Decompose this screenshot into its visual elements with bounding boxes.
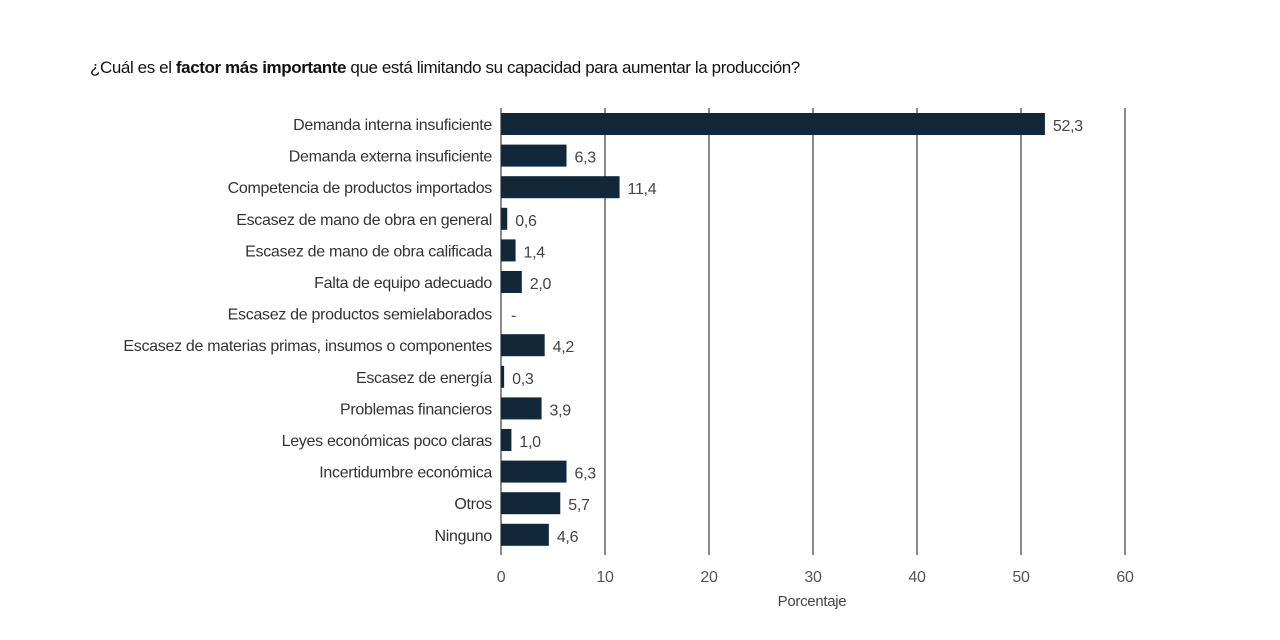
bar	[501, 207, 508, 230]
x-tick-label: 40	[908, 569, 926, 586]
bar	[501, 429, 512, 451]
x-tick-label: 0	[497, 569, 506, 586]
bar	[501, 492, 561, 515]
data-label: 4,6	[557, 529, 579, 546]
data-label: 0,6	[515, 213, 537, 230]
x-tick-label: 10	[596, 569, 614, 586]
data-label: 52,3	[1053, 118, 1083, 135]
category-label: Escasez de mano de obra calificada	[245, 243, 492, 260]
data-label: -	[511, 308, 516, 325]
bar	[501, 271, 522, 293]
bar	[501, 239, 516, 262]
bar	[501, 144, 567, 167]
category-label: Falta de equipo adecuado	[314, 275, 492, 292]
data-label: 1,4	[524, 244, 546, 261]
x-tick-label: 20	[700, 569, 718, 586]
category-label: Ninguno	[434, 528, 492, 545]
category-label: Escasez de mano de obra en general	[236, 212, 492, 229]
x-tick-label: 50	[1012, 569, 1030, 586]
category-label: Escasez de materias primas, insumos o co…	[123, 338, 492, 355]
category-label: Escasez de energía	[356, 370, 492, 387]
data-label: 6,3	[575, 466, 597, 483]
category-label: Escasez de productos semielaborados	[228, 307, 493, 324]
bar	[501, 113, 1045, 135]
x-axis-label: Porcentaje	[778, 593, 847, 610]
bar	[501, 460, 567, 483]
category-label: Competencia de productos importados	[228, 180, 493, 197]
category-label: Demanda interna insuficiente	[293, 117, 492, 134]
data-label: 4,2	[553, 339, 575, 356]
data-label: 11,4	[628, 181, 657, 198]
category-label: Incertidumbre económica	[319, 465, 492, 482]
data-label: 6,3	[575, 150, 597, 167]
chart-title-bold: factor más importante	[175, 58, 347, 77]
bar	[501, 334, 545, 357]
bar	[501, 365, 505, 388]
data-label: 3,9	[550, 402, 572, 419]
bar	[501, 176, 620, 199]
chart-title: ¿Cuál es el factor más importante que es…	[90, 58, 800, 77]
x-tick-label: 30	[804, 569, 822, 586]
data-label: 0,3	[512, 371, 534, 388]
data-label: 1,0	[519, 434, 541, 451]
category-label: Leyes económicas poco claras	[282, 433, 493, 450]
bar	[501, 397, 542, 420]
category-label: Problemas financieros	[340, 401, 492, 418]
category-label: Otros	[454, 496, 492, 513]
x-tick-label: 60	[1116, 569, 1134, 586]
data-label: 2,0	[530, 276, 552, 293]
bar	[501, 523, 549, 546]
data-label: 5,7	[568, 497, 590, 514]
category-label: Demanda externa insuficiente	[289, 149, 493, 166]
